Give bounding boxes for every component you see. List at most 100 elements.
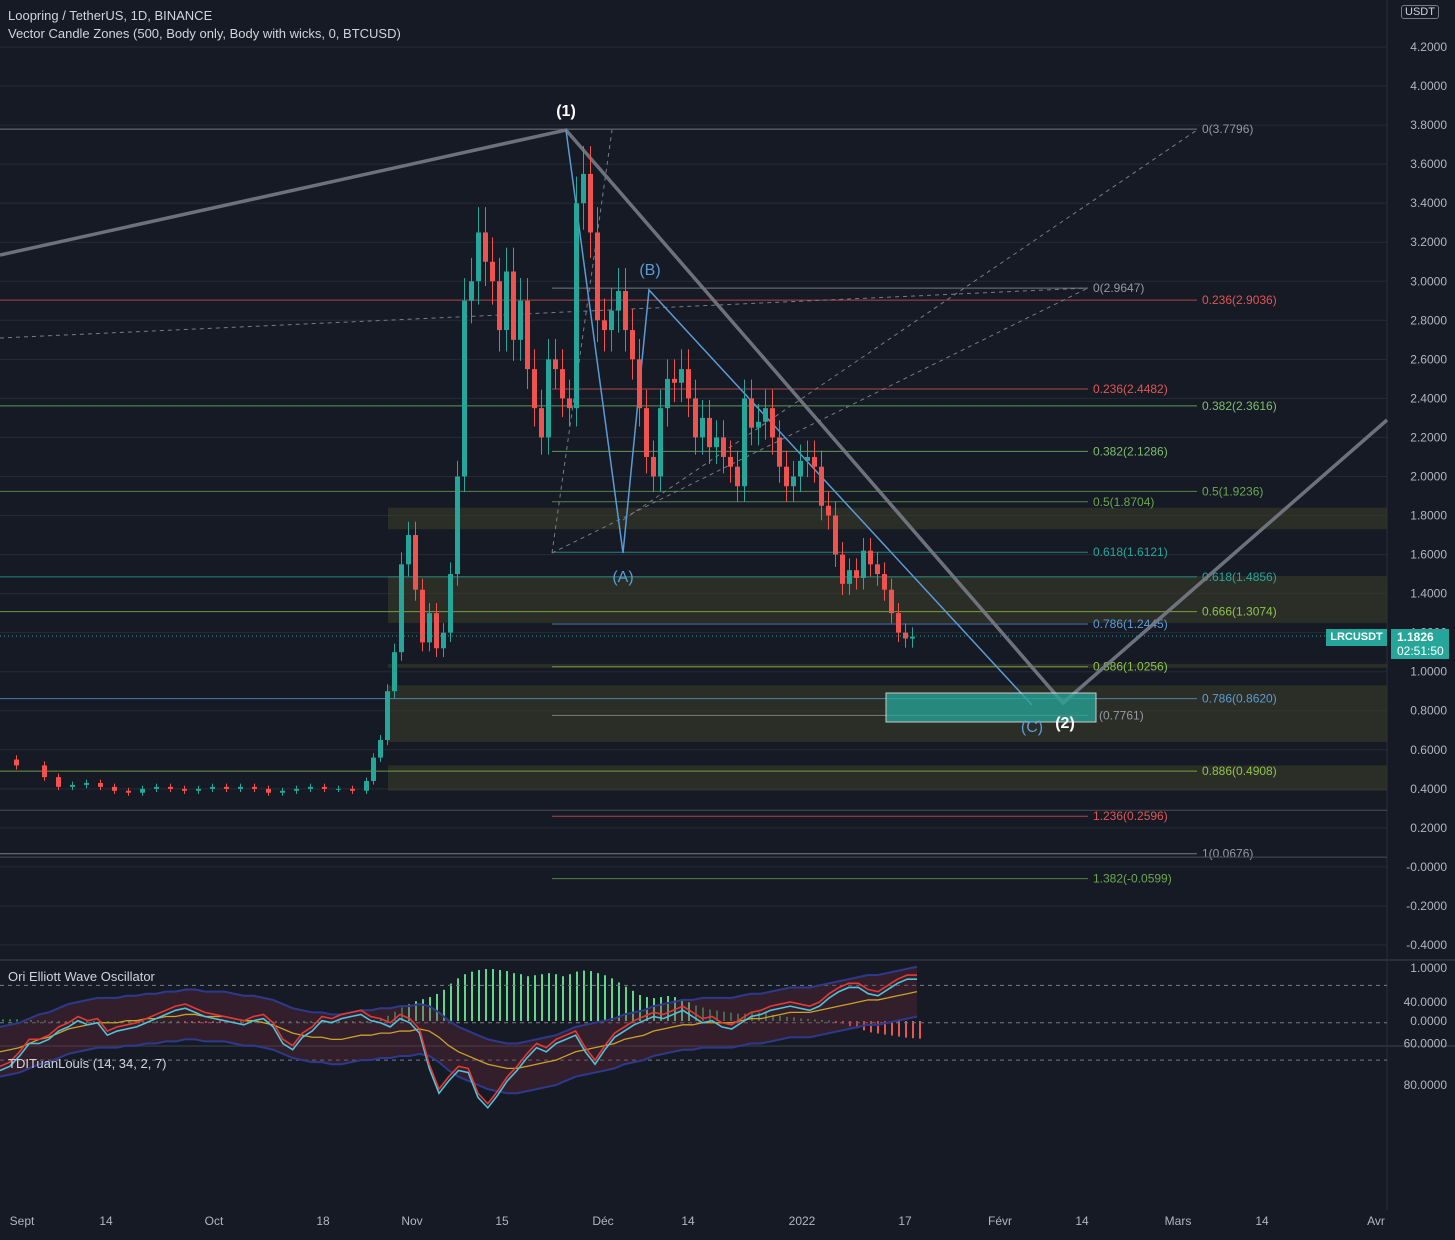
osc-bar	[849, 1021, 851, 1027]
candle-body	[511, 271, 516, 340]
candle-body	[399, 564, 404, 653]
osc-bar	[520, 974, 522, 1021]
fib-level-label: 1(0.0676)	[1202, 847, 1253, 861]
osc-bar	[107, 1021, 109, 1023]
tdi-axis-label: 60.0000	[1404, 1037, 1448, 1051]
fib-level-label: 0.236(2.9036)	[1202, 293, 1277, 307]
candle-body	[14, 759, 19, 766]
symbol-title[interactable]: Loopring / TetherUS, 1D, BINANCE	[8, 8, 213, 23]
wave-label-b: (B)	[639, 262, 660, 279]
fib-level-label: 0.886(0.4908)	[1202, 764, 1277, 778]
osc-bar	[709, 1009, 711, 1021]
time-axis-label: 14	[1075, 1214, 1089, 1228]
candle-body	[637, 359, 642, 409]
candle-body	[777, 437, 782, 467]
osc-bar	[695, 1005, 697, 1021]
candle-body	[441, 632, 446, 649]
candle-body	[679, 369, 684, 383]
osc-bar	[604, 975, 606, 1021]
candle-body	[385, 691, 390, 741]
vector-zone	[388, 595, 1387, 623]
osc-bar	[366, 1021, 368, 1023]
price-axis-label: 2.4000	[1410, 391, 1447, 405]
candle-body	[812, 456, 817, 467]
indicator-title[interactable]: Vector Candle Zones (500, Body only, Bod…	[8, 26, 401, 41]
candle-body	[686, 369, 691, 399]
osc-bar	[527, 976, 529, 1021]
osc-bar	[30, 1019, 32, 1022]
candle-body	[126, 790, 131, 793]
osc-bar	[884, 1021, 886, 1035]
osc-bar	[212, 1021, 214, 1023]
osc-bar	[541, 974, 543, 1021]
last-price-value: 1.1826	[1397, 630, 1434, 644]
candle-body	[651, 456, 656, 477]
osc-bar	[597, 973, 599, 1021]
osc-bar	[478, 970, 480, 1021]
osc-bar	[387, 1015, 389, 1021]
dashed-trend-line	[622, 129, 1198, 521]
time-axis-label: Mars	[1165, 1214, 1192, 1228]
osc-bar	[639, 995, 641, 1021]
tdi-signal-line	[0, 990, 918, 1070]
candle-body	[84, 782, 89, 785]
oscillator-title[interactable]: Ori Elliott Wave Oscillator	[8, 969, 155, 984]
fib-level-label: 0.382(2.1286)	[1093, 444, 1168, 458]
osc-bar	[702, 1007, 704, 1021]
tdi-fast-line	[0, 974, 917, 1105]
candle-body	[693, 398, 698, 438]
osc-bar	[191, 1021, 193, 1023]
candle-body	[336, 788, 341, 790]
osc-bar	[667, 996, 669, 1021]
candle-body	[588, 173, 593, 233]
osc-bar	[114, 1021, 116, 1023]
osc-bar	[16, 1019, 18, 1022]
osc-bar	[415, 1001, 417, 1021]
osc-bar	[338, 1021, 340, 1023]
candle-body	[140, 788, 145, 793]
osc-bar	[807, 1018, 809, 1021]
tdi-title[interactable]: TDITuanLouis (14, 34, 2, 7)	[8, 1056, 167, 1071]
price-axis-label: 3.6000	[1410, 157, 1447, 171]
osc-bar	[464, 974, 466, 1021]
currency-selector[interactable]: USDT	[1401, 5, 1439, 19]
candle-body	[854, 570, 859, 578]
osc-bar	[786, 1016, 788, 1021]
osc-bar	[730, 1012, 732, 1021]
price-axis-label: 4.0000	[1410, 79, 1447, 93]
candle-body	[56, 777, 61, 787]
symbol-price-tag: LRCUSDT	[1326, 629, 1387, 646]
time-axis-label: 17	[898, 1214, 912, 1228]
price-axis-label: 1.8000	[1410, 509, 1447, 523]
candle-body	[434, 613, 439, 649]
fib-level-label: 0.236(2.4482)	[1093, 382, 1168, 396]
candle-body	[476, 232, 481, 282]
osc-bar	[800, 1018, 802, 1021]
osc-axis-label: 0.0000	[1410, 1014, 1447, 1028]
osc-bar	[156, 1021, 158, 1023]
osc-bar	[254, 1021, 256, 1023]
osc-bar	[422, 999, 424, 1021]
elliott-wave-abc	[565, 129, 1033, 706]
price-axis-label: 3.0000	[1410, 274, 1447, 288]
candle-body	[742, 398, 747, 487]
osc-bar	[401, 1007, 403, 1021]
osc-bar	[583, 970, 585, 1021]
candle-body	[252, 786, 257, 789]
price-axis-label: 2.6000	[1410, 352, 1447, 366]
candle-body	[784, 466, 789, 487]
osc-bar	[142, 1021, 144, 1023]
price-axis-label: 0.2000	[1410, 821, 1447, 835]
price-axis-label: -0.2000	[1406, 899, 1447, 913]
osc-bar	[359, 1021, 361, 1023]
candle-body	[497, 281, 502, 331]
candle-body	[70, 784, 75, 787]
price-axis-label: 0.8000	[1410, 704, 1447, 718]
candle-body	[350, 788, 355, 791]
price-axis-label: -0.4000	[1406, 938, 1447, 952]
candle-body	[294, 788, 299, 791]
tdi-axis-label: 40.0000	[1404, 995, 1448, 1009]
candle-body	[644, 408, 649, 457]
osc-bar	[870, 1021, 872, 1033]
